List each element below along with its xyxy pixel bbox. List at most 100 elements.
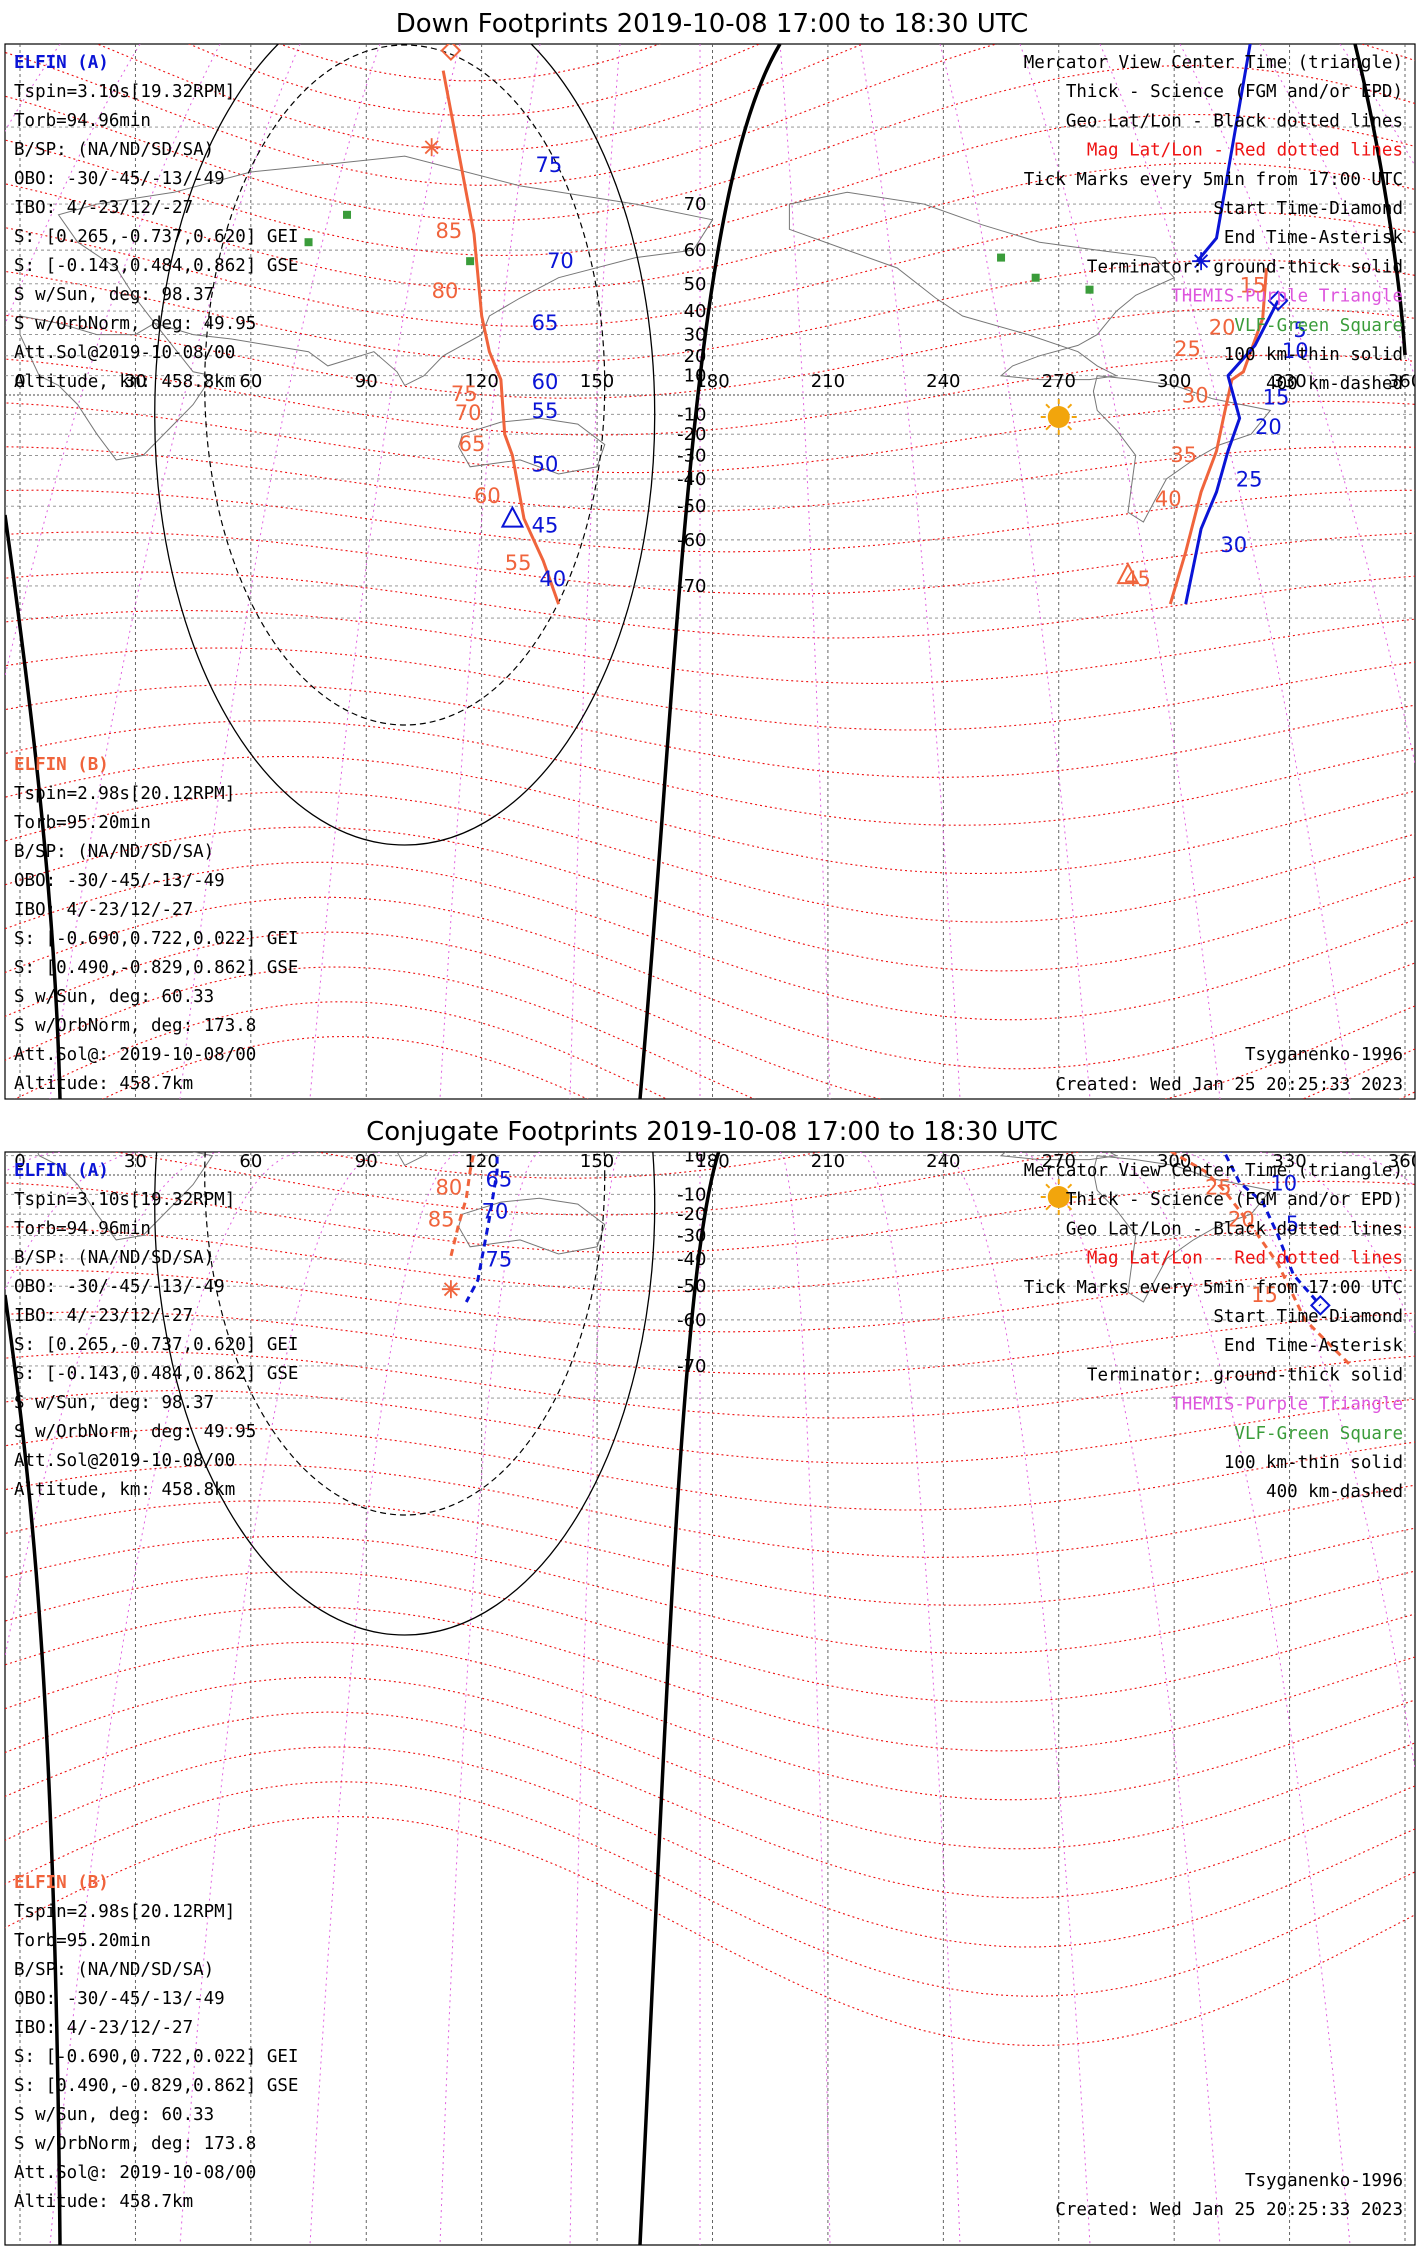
track-time-label: 5: [1286, 1212, 1299, 1236]
elfin-a-info-line: S: [-0.143,0.484,0.862] GSE: [14, 1364, 298, 1384]
overlay-text: ELFIN (A) Tspin=3.10s[19.32RPM] Torb=94.9…: [14, 1161, 1403, 2220]
mag-lat-line: [5, 684, 1415, 778]
track-time-label: 25: [1174, 337, 1201, 361]
mag-lat-line: [5, 65, 1415, 221]
lat-tick-label: 60: [684, 240, 707, 261]
mag-lon-line: [1420, 44, 1425, 1099]
track-time-label: 70: [451, 1091, 478, 1115]
legend-line: Terminator: ground-thick solid: [1087, 257, 1403, 277]
lon-tick-label: 120: [464, 371, 498, 392]
elfin-a-info-line: OBO: -30/-45/-13/-49: [14, 1277, 225, 1297]
legend-line: Geo Lat/Lon - Black dotted lines: [1066, 1219, 1403, 1239]
mag-lon-line: [439, 1152, 541, 2245]
track-time-label: 70: [455, 401, 482, 425]
end-asterisk-marker: [1192, 252, 1211, 271]
elfin-b-info-line: Torb=95.20min: [14, 813, 151, 833]
vlf-station-marker: [343, 991, 351, 999]
lon-tick-label: 90: [355, 1151, 378, 1172]
legend-line: THEMIS-Purple Triangle: [1171, 1395, 1403, 1415]
map-area: 0 30 60 90 120 150 180 210 240 270 300 330 360706050…: [5, 991, 1415, 2245]
mag-lon-line: [569, 44, 621, 1099]
track-time-label: 55: [505, 551, 532, 575]
elfin-b-track: [449, 1152, 476, 1257]
elfin-a-info-line: Tspin=3.10s[19.32RPM]: [14, 82, 235, 102]
mag-lat-line: [5, 1390, 1415, 1464]
mag-lon-line: [309, 1152, 461, 2245]
elfin-a-info-line: B/SP: (NA/ND/SD/SA): [14, 140, 214, 160]
mag-lat-line: [5, 211, 1415, 327]
lat-tick-label: 50: [684, 1054, 707, 1075]
legend-line: VLF-Green Square: [1234, 1424, 1403, 1444]
elfin-b-info-line: S: [0.490,-0.829,0.862] GSE: [14, 2076, 298, 2096]
elfin-a-info-line: Torb=94.96min: [14, 1219, 151, 1239]
mag-lat-line: [101, 1035, 589, 1099]
model-label: Tsyganenko-1996: [1245, 2171, 1403, 2191]
lat-tick-label: -20: [677, 424, 706, 445]
elfin-b-info-line: S: [-0.690,0.722,0.022] GEI: [14, 929, 298, 949]
track-time-label: 40: [1155, 487, 1182, 511]
elfin-a-info-line: Att.Sol@2019-10-08/00: [14, 343, 235, 363]
mag-lon-line: [309, 44, 461, 1099]
track-time-label: 15: [1251, 1283, 1278, 1307]
elfin-a-track: [1184, 300, 1280, 605]
lat-tick-label: -70: [677, 1356, 706, 1377]
lon-tick-label: 60: [239, 371, 262, 392]
lat-tick-label: 20: [684, 346, 707, 367]
track-time-label: 30: [1220, 533, 1247, 557]
elfin-b-info: Tspin=2.98s[20.12RPM] Torb=95.20min B/SP: …: [14, 1902, 298, 2212]
sun-ray: [1045, 403, 1051, 409]
mag-lat-line: [5, 826, 1415, 972]
mag-lat-line: [5, 1606, 1415, 1752]
vlf-station-marker: [466, 257, 475, 266]
lat-tick-label: 10: [684, 366, 707, 387]
start-diamond-marker: [440, 44, 462, 61]
mag-lat-line: [5, 1464, 1415, 1558]
mag-lat-line: [5, 354, 1415, 436]
legend: Mercator View Center Time (triangle) Thic…: [1024, 53, 1404, 394]
mag-lat-line: [5, 610, 1415, 684]
track-time-label: 65: [532, 311, 559, 335]
elfin-a-info-line: B/SP: (NA/ND/SD/SA): [14, 1248, 214, 1268]
lat-tick-label: -40: [677, 469, 706, 490]
mag-lon-line: [859, 1152, 961, 2245]
track-time-label: 35: [1170, 443, 1197, 467]
track-time-label: 60: [474, 484, 501, 508]
track-time-label: 65: [436, 1045, 463, 1069]
vlf-station-marker: [997, 253, 1006, 262]
sun-icon: [1047, 1186, 1070, 1208]
legend-line: 400 km-dashed: [1266, 1482, 1403, 1502]
asterisk-stroke: [1141, 1060, 1154, 1073]
lon-tick-label: 150: [580, 1151, 614, 1172]
mag-lat-line: [111, 1152, 1083, 1216]
mag-lon-line: [1259, 44, 1415, 378]
elfin-a-info-line: S w/OrbNorm, deg: 49.95: [14, 314, 256, 334]
track-time-label: 70: [482, 1199, 509, 1223]
sun-ray: [1067, 1205, 1073, 1211]
mag-lat-line: [5, 1711, 1415, 1899]
mag-lat-line: [5, 1500, 1415, 1606]
elfin-b-info-line: Torb=95.20min: [14, 1931, 151, 1951]
elfin-a-info-line: Att.Sol@2019-10-08/00: [14, 1451, 235, 1471]
elfin-a-info-line: S: [0.265,-0.737,0.620] GEI: [14, 1335, 298, 1355]
sun-ray: [1067, 425, 1073, 431]
lon-tick-label: 30: [124, 1151, 147, 1172]
conjugate-footprints-panel: Conjugate Footprints 2019-10-08 17:00 to…: [4, 991, 1416, 2246]
vlf-station-marker: [466, 1037, 474, 1045]
elfin-b-info-line: B/SP: (NA/ND/SD/SA): [14, 1960, 214, 1980]
mag-lat-line: [5, 1571, 1415, 1703]
elfin-b-info-line: Altitude: 458.7km: [14, 2192, 193, 2212]
center-triangle-marker: [1116, 562, 1140, 585]
mag-lon-line: [5, 44, 141, 326]
lat-tick-label: -70: [677, 576, 706, 597]
track-time-label: 80: [436, 1175, 463, 1199]
track-time-label: 65: [459, 432, 486, 456]
track-time-label: 30: [1166, 1131, 1193, 1155]
asterisk-stroke: [1141, 1060, 1154, 1073]
created-label: Created: Wed Jan 25 20:25:33 2023: [1055, 1075, 1403, 1095]
sun-ray: [1045, 1205, 1051, 1211]
vlf-station-marker: [1085, 285, 1094, 294]
legend-line: Tick Marks every 5min from 17:00 UTC: [1024, 170, 1403, 190]
track-time-label: 25: [1205, 1175, 1232, 1199]
mag-lat-line: [5, 966, 1415, 1099]
